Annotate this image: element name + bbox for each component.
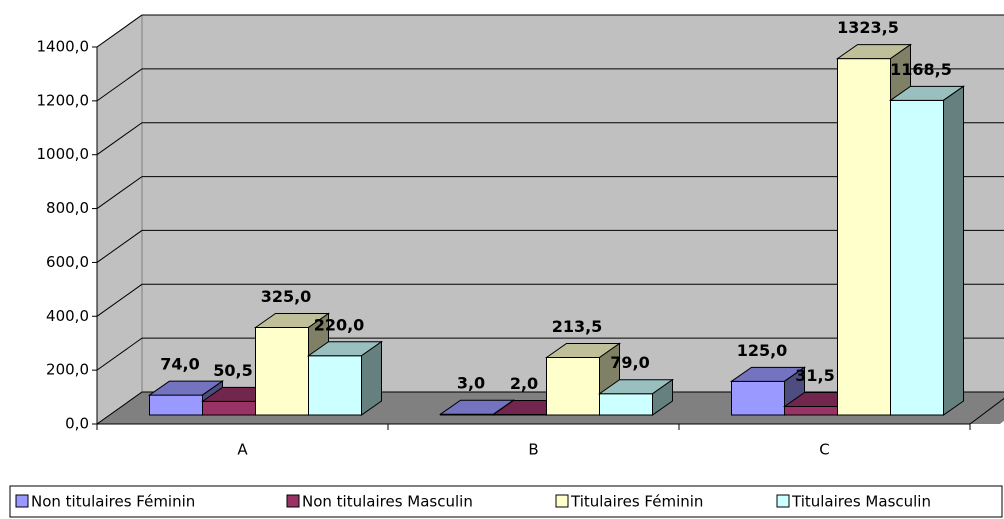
legend-swatch <box>776 494 790 508</box>
legend-swatch <box>286 494 300 508</box>
y-tick-label: 400,0 <box>46 307 89 325</box>
bar-front <box>890 99 944 416</box>
value-label: 50,5 <box>213 361 252 380</box>
bar <box>306 340 384 416</box>
bar-front <box>149 394 203 416</box>
bar <box>147 380 225 416</box>
bar-front <box>731 380 785 416</box>
x-tick-label: C <box>819 441 829 459</box>
bar-front <box>546 357 600 416</box>
y-tick-label: 1400,0 <box>37 38 90 56</box>
value-label: 3,0 <box>457 374 485 393</box>
y-tick-label: 0,0 <box>65 415 89 433</box>
grid-line <box>96 229 1004 263</box>
grid-line <box>96 14 1004 48</box>
legend-label: Titulaires Féminin <box>570 493 703 511</box>
bar-front <box>837 58 891 416</box>
value-label: 74,0 <box>160 355 199 374</box>
x-axis-side <box>969 397 1004 425</box>
value-label: 213,5 <box>552 317 603 336</box>
value-label: 1168,5 <box>890 60 952 79</box>
y-tick-label: 200,0 <box>46 361 89 379</box>
legend <box>9 485 1003 518</box>
grid-line <box>96 176 1004 209</box>
x-tick-label: A <box>237 441 248 459</box>
legend-swatch <box>555 494 569 508</box>
y-tick-label: 600,0 <box>46 253 89 271</box>
value-label: 325,0 <box>261 287 312 306</box>
grid-line <box>96 283 1004 317</box>
y-tick-label: 800,0 <box>46 199 89 217</box>
grid-line <box>96 122 1004 156</box>
bar-side <box>652 378 673 416</box>
legend-swatch <box>15 494 29 508</box>
bar-front <box>255 326 309 416</box>
value-label: 79,0 <box>610 353 649 372</box>
bar <box>597 378 675 416</box>
bar <box>888 85 966 416</box>
grid-line <box>96 337 1004 371</box>
bar-front <box>202 400 256 416</box>
legend-label: Titulaires Masculin <box>791 493 931 511</box>
bar-front <box>784 406 838 416</box>
y-tick-label: 1200,0 <box>37 91 90 109</box>
grid-line <box>96 68 1004 102</box>
legend-label: Non titulaires Masculin <box>302 493 473 511</box>
value-label: 125,0 <box>737 341 788 360</box>
value-label: 31,5 <box>795 366 834 385</box>
value-label: 220,0 <box>314 315 365 334</box>
bar-side <box>361 340 382 416</box>
bar-front <box>308 355 362 416</box>
value-label: 2,0 <box>510 374 538 393</box>
bar-front <box>599 393 653 416</box>
bar-side <box>943 85 964 416</box>
value-label: 1323,5 <box>837 18 899 37</box>
y-tick-label: 1000,0 <box>37 145 90 163</box>
legend-label: Non titulaires Féminin <box>31 493 195 511</box>
x-tick-label: B <box>528 441 538 459</box>
